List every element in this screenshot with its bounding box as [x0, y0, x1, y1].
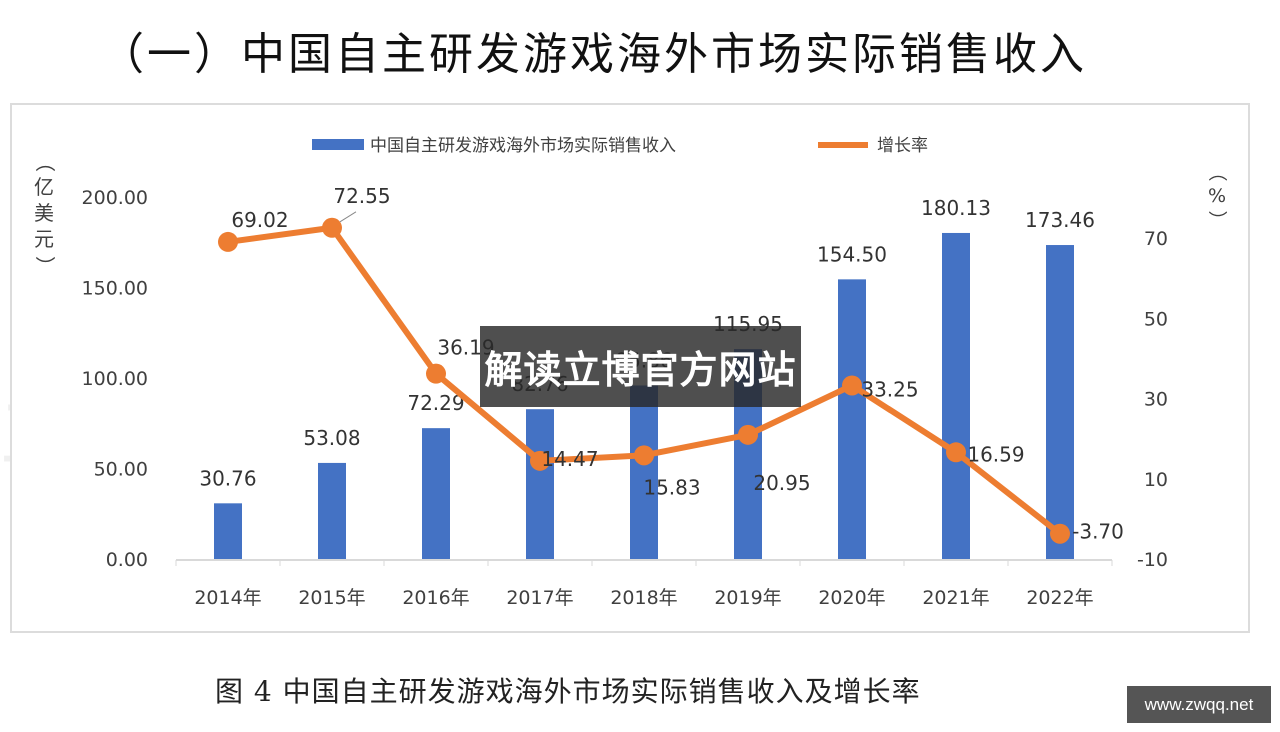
revenue-bar-label: 154.50	[817, 242, 887, 266]
revenue-bar	[1046, 245, 1074, 559]
y-left-tick-label: 150.00	[82, 278, 148, 300]
x-tick-label: 2015年	[298, 587, 365, 609]
legend-bar-swatch	[312, 139, 364, 150]
growth-rate-marker	[634, 445, 654, 466]
growth-rate-marker	[738, 424, 758, 445]
y-axis-left-ticks: 0.00 50.00 100.00 150.00 200.00	[82, 187, 148, 571]
y-left-title-char: 美	[34, 201, 54, 225]
growth-rate-marker	[842, 375, 862, 396]
revenue-bar	[942, 232, 970, 559]
y-right-tick-label: 50	[1144, 308, 1168, 330]
y-left-tick-label: 200.00	[82, 187, 148, 209]
overlay-banner: 解读立博官方网站	[480, 326, 801, 407]
y-right-title-char: （	[1206, 162, 1228, 181]
y-left-title-char: 元	[34, 227, 54, 251]
y-left-tick-label: 0.00	[106, 549, 148, 571]
x-tick-label: 2020年	[818, 587, 885, 609]
x-tick-label: 2019年	[714, 587, 781, 609]
revenue-bar	[318, 462, 346, 559]
x-tick-label: 2022年	[1026, 587, 1093, 609]
legend-line-label: 增长率	[877, 136, 928, 156]
y-left-tick-label: 50.00	[94, 459, 148, 481]
revenue-bar-label: 30.76	[199, 466, 256, 490]
revenue-bar	[630, 385, 658, 559]
growth-rate-label: 20.95	[753, 471, 810, 495]
revenue-bars	[214, 232, 1074, 559]
growth-rate-marker	[1050, 523, 1070, 544]
revenue-bar-label: 180.13	[921, 196, 991, 220]
growth-rate-label: 72.55	[333, 184, 390, 208]
label-leader-line	[339, 211, 357, 223]
growth-rate-label: -3.70	[1072, 520, 1124, 544]
y-right-tick-label: 30	[1144, 389, 1168, 411]
growth-rate-marker	[322, 217, 342, 238]
chart-legend: 中国自主研发游戏海外市场实际销售收入 增长率	[312, 136, 928, 156]
y-right-tick-label: 10	[1144, 469, 1168, 491]
growth-rate-line	[218, 217, 1070, 544]
y-axis-right-title: （% ）	[1206, 162, 1228, 229]
growth-rate-label: 14.47	[541, 447, 598, 471]
x-tick-label: 2021年	[922, 587, 989, 609]
revenue-bar	[214, 503, 242, 559]
x-tick-label: 2018年	[610, 587, 677, 609]
y-left-title-char: 亿	[34, 175, 54, 199]
growth-rate-label: 69.02	[231, 208, 288, 232]
y-right-tick-label: -10	[1137, 549, 1168, 571]
growth-rate-marker	[426, 363, 446, 384]
y-left-tick-label: 100.00	[82, 368, 148, 390]
x-tick-label: 2014年	[194, 587, 261, 609]
revenue-bar-labels: 30.7653.0872.2982.7695.86115.95154.50180…	[199, 196, 1095, 490]
x-axis-ticks: 2014年 2015年 2016年 2017年 2018年 2019年 2020年 2021年…	[175, 560, 1113, 609]
x-tick-label: 2016年	[402, 587, 469, 609]
revenue-bar-label: 53.08	[303, 426, 360, 450]
y-left-title-char: （	[33, 152, 57, 172]
y-right-title-char: %	[1208, 185, 1226, 207]
y-right-tick-label: 70	[1144, 228, 1168, 250]
figure-caption: 图 4 中国自主研发游戏海外市场实际销售收入及增长率	[215, 675, 921, 708]
revenue-bar	[526, 409, 554, 559]
site-badge-link[interactable]: www.zwqq.net	[1127, 686, 1271, 723]
revenue-bar-label: 72.29	[407, 391, 464, 415]
y-right-title-char: ）	[1206, 210, 1228, 229]
growth-rate-label: 15.83	[643, 475, 700, 499]
growth-rate-marker	[946, 442, 966, 463]
growth-rate-label: 33.25	[861, 377, 918, 401]
y-left-title-char: ）	[33, 256, 57, 276]
growth-rate-marker	[218, 231, 238, 252]
growth-rate-label: 16.59	[967, 442, 1024, 466]
y-axis-right-ticks: -10 10 30 50 70	[1137, 228, 1168, 571]
revenue-bar	[422, 428, 450, 559]
y-axis-left-title: （ 亿美元 ）	[33, 152, 57, 276]
page-title: （一）中国自主研发游戏海外市场实际销售收入	[100, 29, 1087, 80]
revenue-bar	[838, 279, 866, 559]
revenue-bar-label: 173.46	[1025, 208, 1095, 232]
x-tick-label: 2017年	[506, 587, 573, 609]
legend-bar-label: 中国自主研发游戏海外市场实际销售收入	[370, 136, 676, 156]
growth-rate-marker	[530, 450, 550, 471]
